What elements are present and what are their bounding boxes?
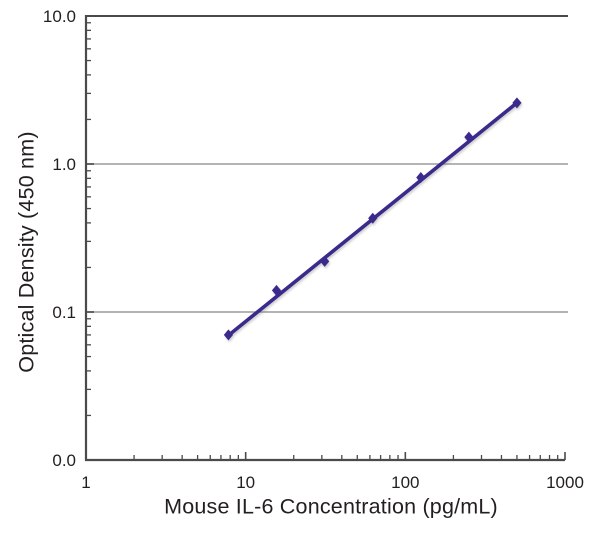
data-point-marker: [223, 329, 234, 341]
x-axis-title: Mouse IL-6 Concentration (pg/mL): [164, 494, 498, 519]
data-point-marker: [512, 97, 522, 109]
x-tick-label: 10: [236, 473, 255, 492]
y-axis-title: Optical Density (450 nm): [14, 131, 39, 373]
y-tick-label: 0.1: [52, 303, 76, 322]
y-tick-label: 10.0: [43, 7, 76, 26]
x-tick-label: 1: [81, 473, 90, 492]
data-point-marker: [368, 212, 378, 224]
x-tick-label: 100: [391, 473, 419, 492]
data-point-marker: [320, 255, 330, 267]
data-point-marker: [271, 284, 282, 296]
y-tick-label: 1.0: [52, 155, 76, 174]
data-point-marker: [464, 131, 474, 143]
y-tick-label: 0.0: [52, 451, 76, 470]
data-point-marker: [416, 172, 426, 184]
standard-curve-series: [223, 97, 522, 341]
x-tick-label: 1000: [546, 473, 584, 492]
